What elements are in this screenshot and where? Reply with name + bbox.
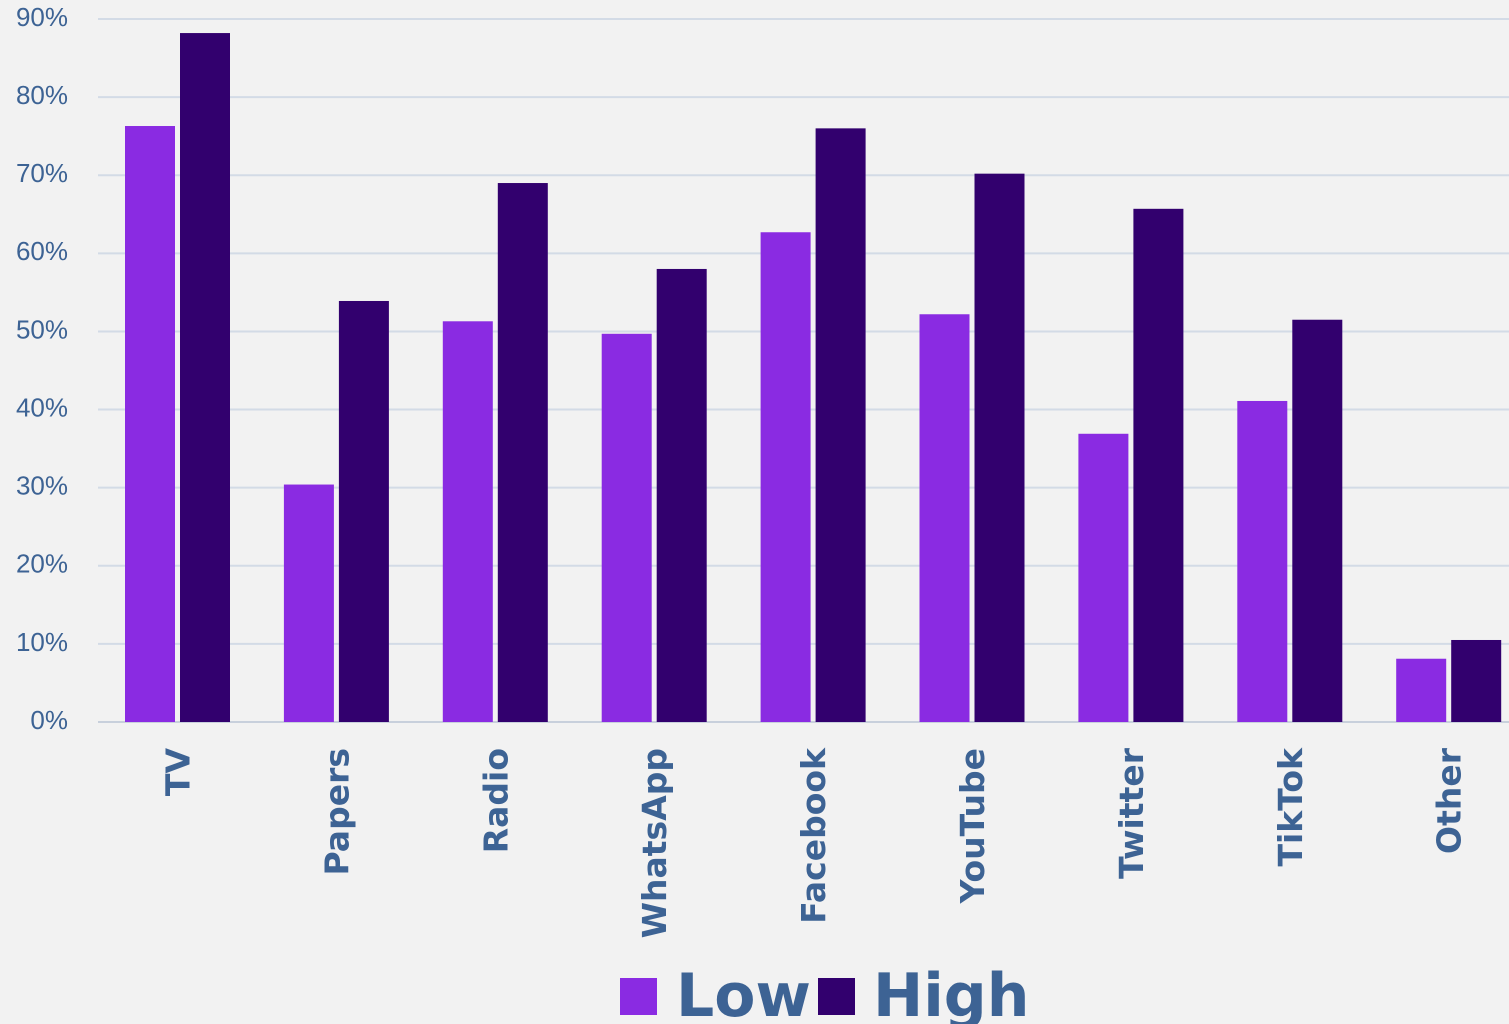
bar-high-whatsapp [656, 268, 707, 722]
bar-high-papers [338, 300, 389, 722]
x-category-label: Papers [317, 748, 356, 876]
y-tick-label: 50% [16, 314, 68, 344]
bar-low-whatsapp [601, 333, 652, 722]
y-tick-label: 60% [16, 236, 68, 266]
y-axis-ticks: 0% 10% 20% 30% 40% 50% 60% 70% 80% 90% [16, 2, 68, 735]
bar-high-twitter [1133, 208, 1184, 722]
bar-high-radio [497, 183, 548, 723]
y-tick-label: 30% [16, 471, 68, 501]
y-tick-label: 90% [16, 2, 68, 32]
bar-high-tiktok [1292, 319, 1343, 722]
y-tick-label: 10% [16, 627, 68, 657]
bar-low-tv [125, 126, 175, 723]
x-category-label: YouTube [953, 748, 992, 904]
bar-low-facebook [760, 232, 811, 722]
bars [125, 33, 1502, 723]
y-tick-label: 40% [16, 392, 68, 422]
y-tick-label: 70% [16, 158, 68, 188]
bar-low-tiktok [1237, 400, 1288, 722]
y-tick-label: 80% [16, 80, 68, 110]
x-category-label: Other [1430, 747, 1469, 854]
bar-high-facebook [815, 128, 866, 722]
bar-low-youtube [919, 314, 970, 722]
bar-low-papers [283, 484, 334, 722]
bar-low-other [1396, 658, 1447, 722]
y-tick-label: 20% [16, 549, 68, 579]
x-category-label: Twitter [1112, 747, 1151, 879]
bar-high-tv [180, 33, 230, 723]
legend: Low High [620, 961, 1029, 1024]
bar-high-youtube [974, 173, 1025, 722]
y-tick-label: 0% [30, 705, 68, 735]
bar-low-radio [442, 321, 493, 722]
legend-label-high: High [873, 961, 1029, 1024]
x-category-label: TV [159, 748, 198, 797]
x-category-label: Facebook [794, 747, 833, 924]
legend-swatch-high [818, 978, 855, 1015]
bar-low-twitter [1078, 433, 1129, 722]
x-axis-categories: TV Papers Radio WhatsApp Facebook YouTube Twit… [159, 747, 1469, 938]
legend-label-low: Low [676, 961, 811, 1024]
legend-swatch-low [620, 978, 657, 1015]
x-category-label: TikTok [1271, 747, 1310, 867]
x-category-label: Radio [476, 748, 515, 853]
bar-high-other [1451, 639, 1502, 722]
x-category-label: WhatsApp [635, 748, 674, 938]
